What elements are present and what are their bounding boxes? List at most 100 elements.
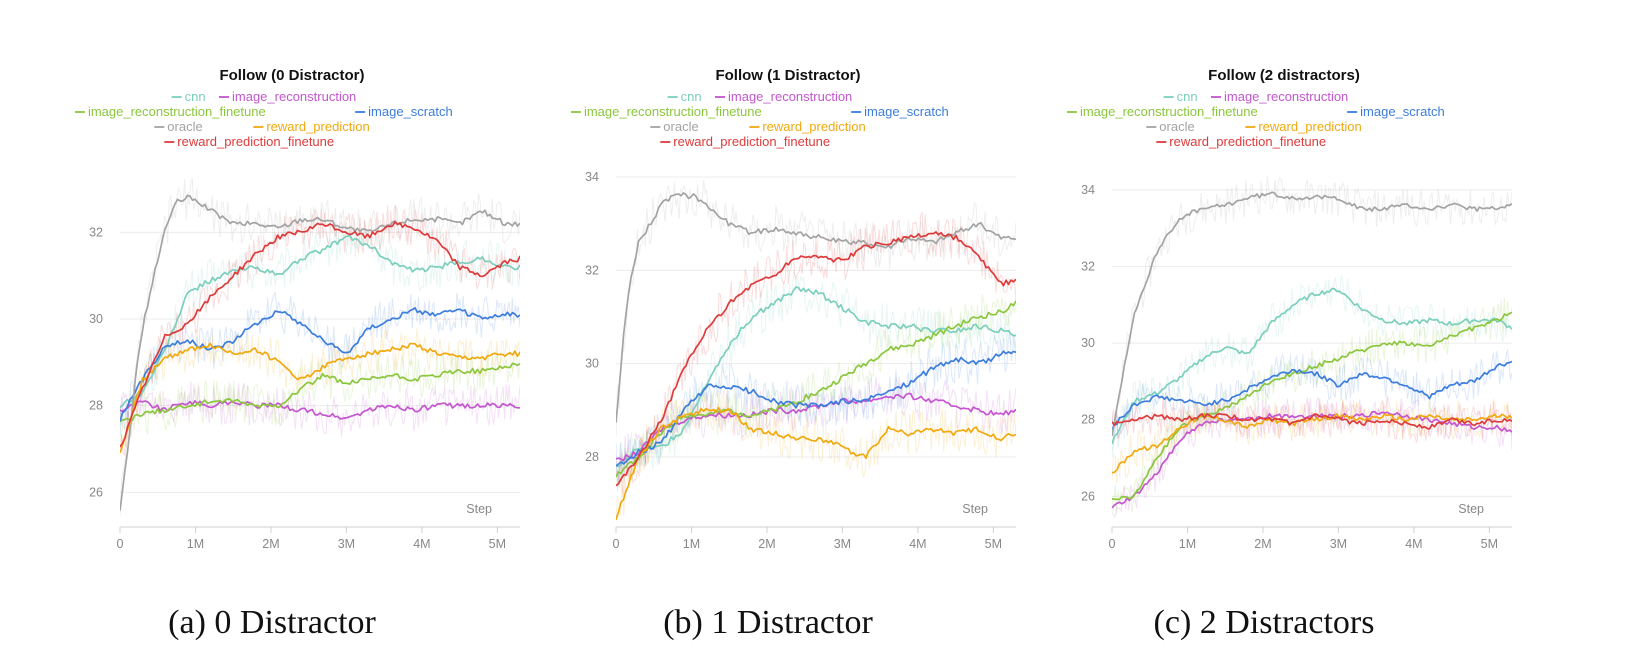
series-line-reward-prediction (616, 406, 1016, 521)
legend-entry-image-scratch: image_scratch (355, 104, 453, 119)
caption-2-distractors: (c) 2 Distractors (1153, 604, 1375, 641)
series-line-reward-prediction-finetune (1112, 412, 1512, 430)
legend-entry-oracle: oracle (650, 119, 699, 134)
series-line-cnn (120, 234, 520, 409)
chart-title: Follow (2 distractors) (1208, 67, 1360, 84)
series-raw-reward-prediction (616, 390, 1016, 520)
legend-entry-image-reconstruction: image_reconstruction (715, 89, 852, 104)
x-tick-label: 0 (613, 537, 620, 551)
series-raw-image-scratch (1112, 349, 1512, 441)
legend-label: reward_prediction_finetune (177, 134, 334, 149)
x-tick-label: 1M (187, 537, 204, 551)
chart-panel-2-distractors: Follow (2 distractors) cnn image_reconstru… (992, 0, 1536, 662)
series-raw-image-scratch (120, 291, 520, 436)
line-chart-1-distractor: Follow (1 Distractor)cnn image_reconstruc… (570, 67, 1016, 551)
series-layer (1112, 191, 1512, 509)
series-line-reward-prediction (120, 342, 520, 454)
caption-0-distractor: (a) 0 Distractor (168, 604, 376, 641)
legend-entry-image-scratch: image_scratch (1347, 104, 1445, 119)
x-axis-label: Step (466, 502, 492, 516)
series-line-reward-prediction-finetune (120, 220, 520, 448)
caption-1-distractor: (b) 1 Distractor (663, 604, 873, 641)
line-chart-0-distractor: Follow (0 Distractor)cnn image_reconstruc… (74, 67, 520, 551)
y-tick-label: 28 (1081, 413, 1095, 427)
legend-entry-image-reconstruction-finetune: image_reconstruction_finetune (74, 104, 266, 119)
x-tick-label: 2M (758, 537, 775, 551)
series-line-image-scratch (1112, 360, 1512, 430)
legend-label: reward_prediction_finetune (1169, 134, 1326, 149)
legend-label: cnn (681, 89, 702, 104)
legend-entry-image-reconstruction-finetune: image_reconstruction_finetune (570, 104, 762, 119)
legend-label: image_scratch (1360, 104, 1445, 119)
x-tick-label: 5M (489, 537, 506, 551)
legend-label: image_reconstruction (1224, 89, 1348, 104)
series-raw-image-reconstruction-finetune (1112, 297, 1512, 514)
series-line-image-reconstruction (616, 392, 1016, 462)
y-tick-label: 30 (89, 312, 103, 326)
series-line-cnn (1112, 287, 1512, 445)
series-raw-cnn (120, 218, 520, 422)
chart-title: Follow (0 Distractor) (219, 67, 364, 84)
series-line-image-scratch (120, 307, 520, 422)
x-axis-label: Step (962, 502, 988, 516)
line-chart-2-distractors: Follow (2 distractors)cnn image_reconstru… (1066, 67, 1512, 551)
legend-label: image_reconstruction_finetune (584, 104, 762, 119)
legend-entry-image-scratch: image_scratch (851, 104, 949, 119)
series-raw-image-reconstruction (120, 380, 520, 437)
legend-entry-cnn: cnn (1163, 89, 1198, 104)
series-line-oracle (1112, 191, 1512, 436)
legend-label: oracle (167, 119, 202, 134)
legend-entry-cnn: cnn (171, 89, 206, 104)
legend-entry-reward-prediction: reward_prediction (253, 119, 370, 134)
legend-label: image_reconstruction_finetune (88, 104, 266, 119)
chart-panel-1-distractor: Follow (1 Distractor) cnn image_reconstruc… (496, 0, 1040, 662)
y-tick-label: 28 (585, 450, 599, 464)
legend-label: reward_prediction (762, 119, 865, 134)
y-tick-label: 32 (89, 225, 103, 239)
series-line-oracle (120, 194, 520, 511)
legend-entry-image-reconstruction: image_reconstruction (1211, 89, 1348, 104)
x-tick-label: 3M (834, 537, 851, 551)
series-line-reward-prediction-finetune (616, 231, 1016, 487)
series-raw-oracle (120, 177, 520, 516)
x-axis-label: Step (1458, 502, 1484, 516)
series-line-reward-prediction (1112, 413, 1512, 474)
y-tick-label: 30 (1081, 336, 1095, 350)
noise-layer (1112, 176, 1512, 519)
series-raw-image-reconstruction (616, 377, 1016, 482)
x-tick-label: 5M (1481, 537, 1498, 551)
x-tick-label: 2M (1254, 537, 1271, 551)
y-tick-label: 32 (585, 263, 599, 277)
legend-label: reward_prediction (1258, 119, 1361, 134)
legend-entry-reward-prediction: reward_prediction (749, 119, 866, 134)
x-tick-label: 1M (683, 537, 700, 551)
series-line-image-scratch (616, 350, 1016, 467)
legend-entry-reward-prediction-finetune: reward_prediction_finetune (1156, 134, 1326, 149)
legend-label: image_reconstruction (232, 89, 356, 104)
legend-entry-reward-prediction: reward_prediction (1245, 119, 1362, 134)
legend-label: image_reconstruction (728, 89, 852, 104)
legend-label: reward_prediction (266, 119, 369, 134)
x-tick-label: 0 (117, 537, 124, 551)
legend-label: oracle (1159, 119, 1194, 134)
x-tick-label: 4M (413, 537, 430, 551)
y-tick-label: 28 (89, 399, 103, 413)
y-tick-label: 34 (585, 170, 599, 184)
y-tick-label: 34 (1081, 183, 1095, 197)
legend-label: oracle (663, 119, 698, 134)
series-line-image-reconstruction-finetune (1112, 311, 1512, 501)
legend-entry-cnn: cnn (667, 89, 702, 104)
legend-entry-reward-prediction-finetune: reward_prediction_finetune (164, 134, 334, 149)
y-tick-label: 26 (1081, 489, 1095, 503)
legend-label: cnn (185, 89, 206, 104)
x-tick-label: 3M (1330, 537, 1347, 551)
x-tick-label: 0 (1109, 537, 1116, 551)
y-tick-label: 32 (1081, 259, 1095, 273)
series-layer (616, 192, 1016, 521)
series-line-image-reconstruction-finetune (120, 362, 520, 423)
series-layer (120, 194, 520, 511)
series-line-oracle (616, 192, 1016, 423)
legend-label: image_reconstruction_finetune (1080, 104, 1258, 119)
series-line-cnn (616, 286, 1016, 468)
x-tick-label: 2M (262, 537, 279, 551)
